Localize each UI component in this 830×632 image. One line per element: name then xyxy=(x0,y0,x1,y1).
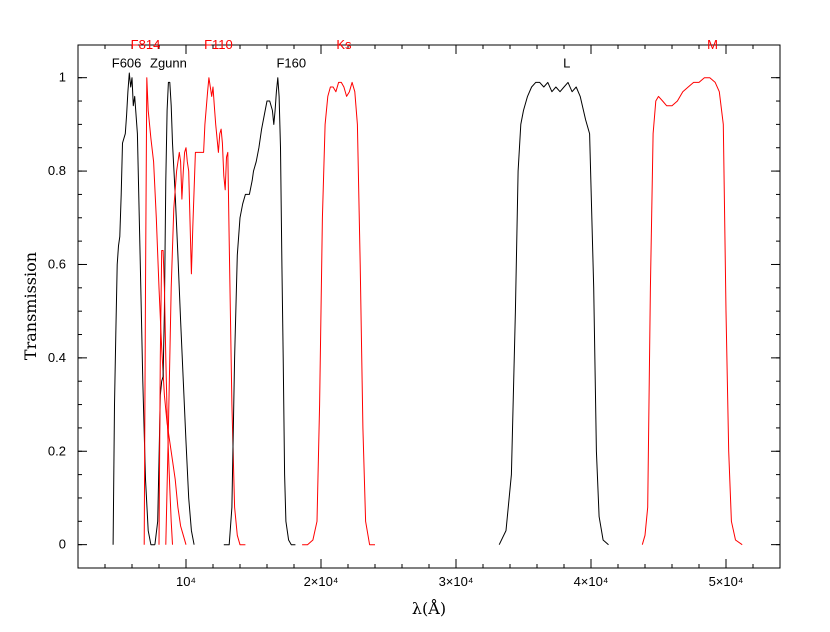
filter-label-f814: F814 xyxy=(131,37,161,52)
x-tick-label: 10⁴ xyxy=(176,574,196,589)
x-tick-label: 4×10⁴ xyxy=(574,574,609,589)
curve-zgunn xyxy=(154,81,195,545)
x-tick-label: 5×10⁴ xyxy=(709,574,744,589)
curve-f160 xyxy=(223,77,296,546)
y-tick-label: 1 xyxy=(59,70,66,85)
filter-label-f110: F110 xyxy=(204,37,233,52)
curve-ks xyxy=(302,81,375,546)
x-tick-label: 3×10⁴ xyxy=(439,574,474,589)
filter-label-f606: F606 xyxy=(112,56,142,71)
curve-f606 xyxy=(112,72,155,546)
y-tick-label: 0.8 xyxy=(48,163,66,178)
y-axis-label: Transmission xyxy=(21,252,40,360)
y-tick-label: 0.2 xyxy=(48,443,66,458)
plot-frame xyxy=(77,44,781,569)
y-ticks: 0 0.2 0.4 0.6 0.8 1 xyxy=(48,70,780,552)
x-axis-label: λ(Å) xyxy=(412,598,446,618)
curve-m xyxy=(641,77,743,546)
filter-label-l: L xyxy=(563,56,570,71)
x-tick-label: 2×10⁴ xyxy=(304,574,339,589)
curve-f110 xyxy=(165,77,246,546)
filter-label-ks: Ks xyxy=(336,37,352,52)
x-ticks: 10⁴ 2×10⁴ 3×10⁴ 4×10⁴ 5×10⁴ xyxy=(104,45,781,589)
y-tick-label: 0.6 xyxy=(48,256,66,271)
y-tick-label: 0 xyxy=(59,537,66,552)
curve-f8-extra xyxy=(158,250,173,545)
filter-labels: F606 F814 Zgunn F110 F160 Ks L M xyxy=(112,37,718,71)
filter-label-f160: F160 xyxy=(276,56,306,71)
filter-curves xyxy=(112,72,743,546)
y-tick-label: 0.4 xyxy=(48,350,66,365)
curve-l xyxy=(498,81,609,546)
filter-label-zgunn: Zgunn xyxy=(150,56,187,71)
filter-label-m: M xyxy=(707,37,718,52)
